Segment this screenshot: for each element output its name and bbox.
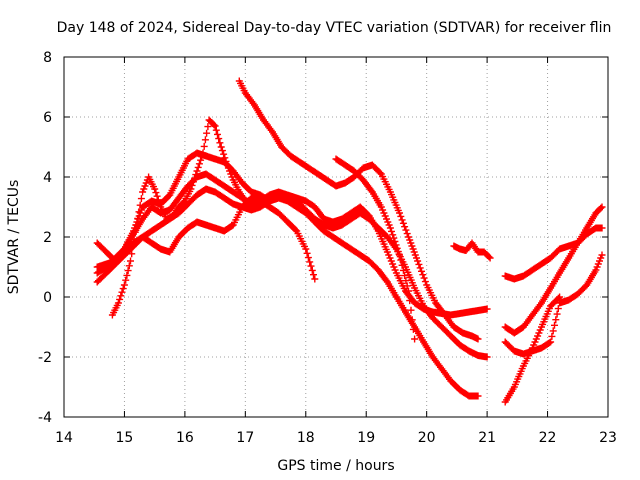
x-tick-label: 17 [236,430,254,446]
y-tick-label: 2 [43,230,52,246]
series-marker-path [108,116,255,319]
y-axis-title: SDTVAR / TECUs [6,180,22,295]
x-tick-label: 19 [357,430,375,446]
series-track-g [332,155,419,343]
x-tick-label: 23 [599,430,617,446]
x-axis-title: GPS time / hours [277,458,394,474]
series-marker-path [332,155,419,343]
y-tick-label: 6 [43,110,52,126]
y-tick-label: 4 [43,170,52,186]
y-tick-label: 0 [43,290,52,306]
y-tick-label: -2 [38,350,52,366]
series-track-e [108,116,255,319]
series-marker-path [235,77,482,343]
y-tick-label: 8 [43,50,52,66]
series-track-j [501,203,606,337]
x-tick-label: 18 [297,430,315,446]
series-marker-path [501,203,606,337]
x-tick-label: 14 [55,430,73,446]
series-track-h [450,239,494,262]
series-track-l [501,293,564,406]
series-marker-path [93,194,319,286]
x-tick-label: 20 [418,430,436,446]
x-tick-label: 15 [116,430,134,446]
x-tick-label: 22 [539,430,557,446]
y-tick-label: -4 [38,410,52,426]
series-track-k [501,251,606,358]
plot-area [93,77,606,406]
chart-title: Day 148 of 2024, Sidereal Day-to-day VTE… [57,20,612,36]
series-marker-path [501,293,564,406]
series-marker-path [501,251,606,358]
axis-ticks: 14 15 16 17 18 19 20 21 22 23 -4 -2 0 2 4 6 8 [38,50,617,446]
x-tick-label: 21 [478,430,496,446]
series-track-f [235,77,482,343]
series-track-d [93,194,319,286]
series-marker-path [450,239,494,262]
x-tick-label: 16 [176,430,194,446]
